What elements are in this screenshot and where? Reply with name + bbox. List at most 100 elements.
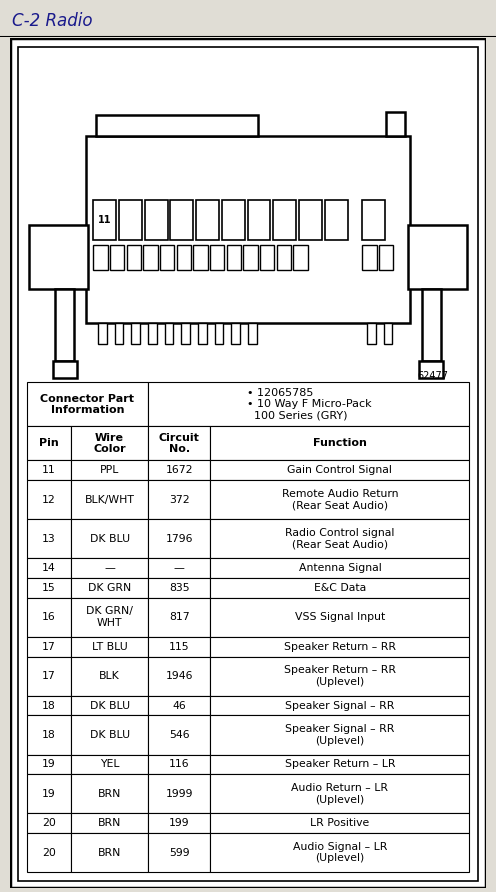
Bar — [53, 361, 76, 378]
Bar — [248, 200, 270, 241]
Bar — [27, 519, 71, 558]
Bar — [193, 244, 207, 270]
Text: 1796: 1796 — [166, 533, 193, 544]
Text: DK GRN: DK GRN — [88, 582, 131, 593]
Bar — [27, 558, 71, 578]
Bar — [71, 715, 148, 755]
Bar — [210, 244, 224, 270]
Text: 19: 19 — [42, 759, 56, 770]
Bar — [115, 323, 123, 344]
Bar — [71, 480, 148, 519]
Text: Pin: Pin — [39, 438, 59, 449]
Bar — [222, 200, 245, 241]
Text: 13: 13 — [42, 533, 56, 544]
Bar — [27, 460, 71, 480]
Bar — [27, 814, 71, 833]
Bar — [210, 833, 469, 872]
Bar — [96, 115, 257, 136]
Bar — [148, 833, 210, 872]
Bar — [231, 323, 240, 344]
Text: 14: 14 — [42, 563, 56, 574]
Bar — [119, 200, 142, 241]
Bar — [210, 715, 469, 755]
Bar — [71, 426, 148, 460]
Bar — [210, 480, 469, 519]
Bar — [227, 244, 241, 270]
Text: DK BLU: DK BLU — [90, 730, 129, 740]
Bar — [148, 578, 210, 598]
Text: E&C Data: E&C Data — [314, 582, 366, 593]
Text: Speaker Return – RR: Speaker Return – RR — [284, 641, 396, 652]
Text: Antenna Signal: Antenna Signal — [299, 563, 381, 574]
Text: Gain Control Signal: Gain Control Signal — [288, 466, 392, 475]
Bar — [71, 637, 148, 657]
Text: VSS Signal Input: VSS Signal Input — [295, 612, 385, 623]
Text: 62477: 62477 — [417, 371, 448, 381]
Text: 20: 20 — [42, 818, 56, 829]
Bar — [198, 323, 206, 344]
Bar — [71, 833, 148, 872]
Bar — [71, 598, 148, 637]
Text: 115: 115 — [169, 641, 189, 652]
Bar — [93, 200, 116, 241]
Bar — [148, 715, 210, 755]
Bar — [71, 755, 148, 774]
Bar — [86, 136, 410, 323]
Bar — [148, 774, 210, 814]
Bar — [299, 200, 322, 241]
Text: Circuit
No.: Circuit No. — [159, 433, 200, 454]
Text: —: — — [174, 563, 185, 574]
Bar — [210, 637, 469, 657]
Bar — [27, 755, 71, 774]
Bar — [196, 200, 219, 241]
Bar — [210, 426, 469, 460]
Bar — [362, 244, 376, 270]
Bar — [148, 519, 210, 558]
Text: DK BLU: DK BLU — [90, 533, 129, 544]
Text: Wire
Color: Wire Color — [93, 433, 126, 454]
Text: DK BLU: DK BLU — [90, 700, 129, 711]
Text: 12: 12 — [42, 495, 56, 505]
Bar — [71, 519, 148, 558]
Bar — [386, 112, 405, 136]
Text: BRN: BRN — [98, 789, 122, 799]
Bar — [210, 519, 469, 558]
Bar — [71, 460, 148, 480]
Text: YEL: YEL — [100, 759, 120, 770]
Bar — [27, 833, 71, 872]
Text: 15: 15 — [42, 582, 56, 593]
Bar — [71, 558, 148, 578]
Bar — [165, 323, 173, 344]
Bar — [126, 244, 141, 270]
Text: BLK: BLK — [99, 671, 120, 681]
Bar — [27, 480, 71, 519]
Bar — [210, 598, 469, 637]
Bar — [210, 460, 469, 480]
Text: Radio Control signal
(Rear Seat Audio): Radio Control signal (Rear Seat Audio) — [285, 528, 395, 549]
Bar — [420, 361, 443, 378]
Bar — [148, 558, 210, 578]
Text: 116: 116 — [169, 759, 189, 770]
Text: 1672: 1672 — [166, 466, 193, 475]
Bar — [148, 696, 210, 715]
Bar — [160, 244, 174, 270]
Bar — [293, 244, 308, 270]
Bar — [408, 225, 467, 289]
Bar — [148, 480, 210, 519]
Bar — [182, 323, 190, 344]
Bar — [367, 323, 375, 344]
Bar — [210, 558, 469, 578]
Text: • 12065785
• 10 Way F Micro-Pack
  100 Series (GRY): • 12065785 • 10 Way F Micro-Pack 100 Ser… — [247, 388, 371, 421]
Text: 817: 817 — [169, 612, 189, 623]
Text: LT BLU: LT BLU — [92, 641, 127, 652]
Bar — [384, 323, 392, 344]
Text: 1999: 1999 — [166, 789, 193, 799]
Text: Remote Audio Return
(Rear Seat Audio): Remote Audio Return (Rear Seat Audio) — [282, 489, 398, 510]
Bar — [273, 200, 296, 241]
Bar — [148, 426, 210, 460]
Bar — [98, 323, 107, 344]
Text: Connector Part
Information: Connector Part Information — [41, 393, 134, 415]
Text: Speaker Signal – RR: Speaker Signal – RR — [285, 700, 395, 711]
Bar — [27, 578, 71, 598]
Bar — [210, 657, 469, 696]
